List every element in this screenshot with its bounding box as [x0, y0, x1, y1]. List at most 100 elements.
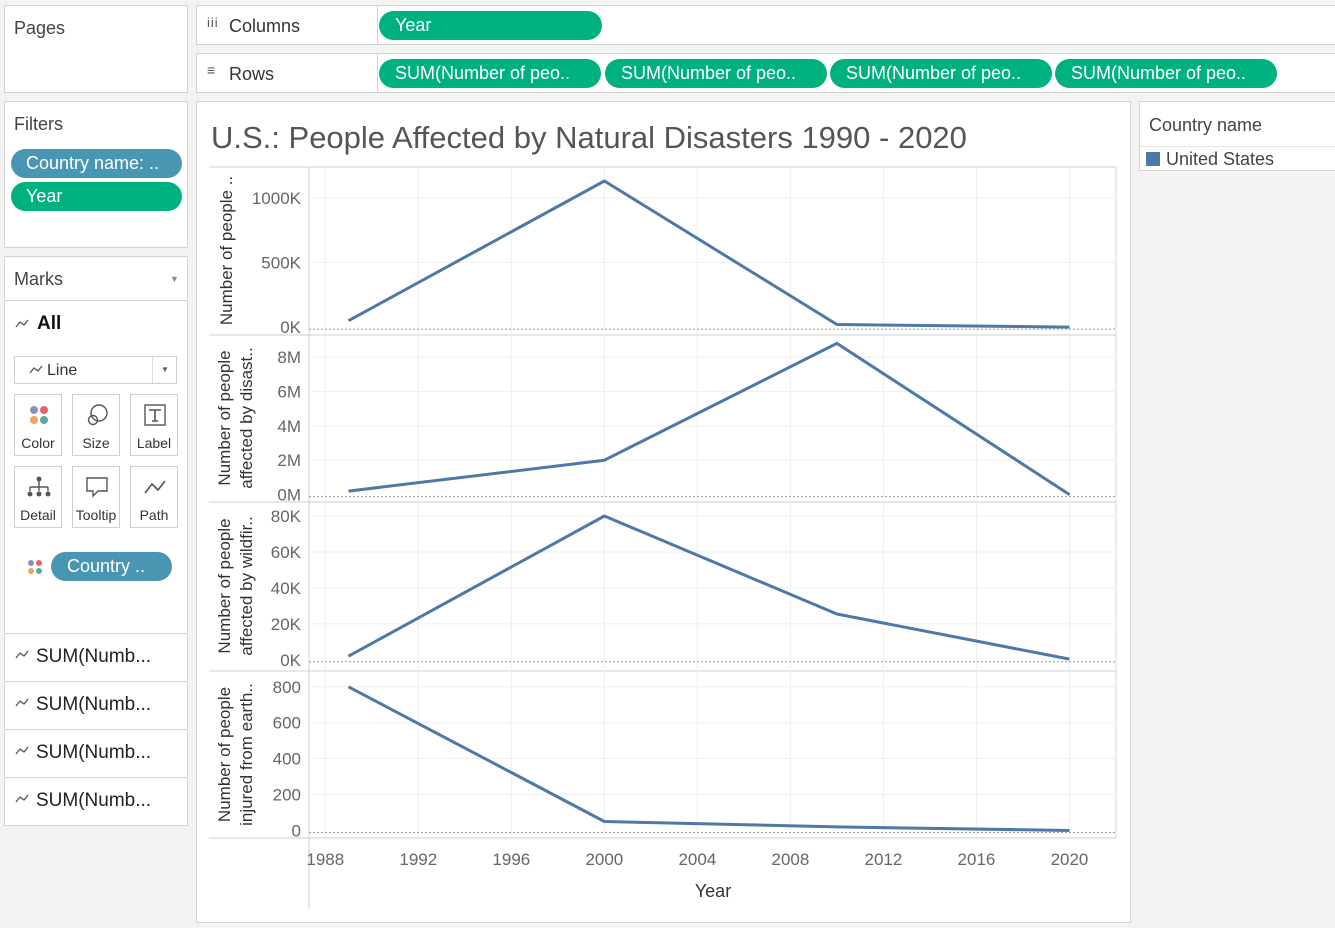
line-mark-icon [15, 319, 29, 328]
y-axis-title: Number of people [215, 518, 234, 653]
y-axis-title: affected by wildfir.. [237, 516, 256, 656]
columns-icon: iii [207, 15, 219, 30]
x-axis-title: Year [695, 881, 731, 901]
y-tick-label: 40K [271, 579, 302, 598]
detail-hierarchy-icon [27, 476, 51, 497]
y-tick-label: 80K [271, 507, 302, 526]
legend-title: Country name [1149, 115, 1263, 135]
legend-swatch [1146, 152, 1160, 166]
x-tick-label: 2008 [771, 850, 809, 869]
mark-type-dropdown[interactable]: Line ▼ [14, 356, 177, 384]
y-tick-label: 800 [273, 678, 301, 697]
y-axis-title: Number of people .. [217, 176, 236, 325]
size-button-label: Size [82, 435, 110, 451]
marks-panel: Marks ▼ All Line ▼ Color Size Label [4, 256, 188, 826]
color-encoding-icon [28, 560, 42, 574]
filter-pill-country-name[interactable]: Country name: .. [11, 149, 182, 178]
line-mark-icon [15, 650, 29, 659]
rows-label: Rows [229, 64, 275, 84]
marks-measure-row-3[interactable]: SUM(Numb... [5, 729, 187, 776]
pages-title: Pages [14, 18, 66, 38]
line-mark-icon [15, 746, 29, 755]
legend-panel: Country name United States [1139, 101, 1335, 171]
filters-title: Filters [14, 114, 63, 134]
y-tick-label: 2M [277, 451, 301, 470]
series-line-united-states [347, 685, 1070, 832]
tooltip-speech-bubble-icon [86, 477, 108, 498]
color-pill-country[interactable]: Country .. [51, 552, 172, 581]
rows-shelf[interactable]: ≡ Rows SUM(Number of peo.. SUM(Number of… [196, 53, 1335, 93]
y-tick-label: 0M [277, 486, 301, 505]
y-axis-title: affected by disast.. [237, 347, 256, 488]
y-axis-title: injured from earth.. [237, 683, 256, 826]
y-tick-label: 0K [280, 318, 301, 337]
rows-shelf-header: ≡ Rows [197, 54, 378, 92]
pages-panel: Pages [4, 5, 188, 93]
y-tick-label: 200 [273, 786, 301, 805]
size-icon [87, 404, 108, 426]
detail-button-label: Detail [20, 507, 56, 523]
measure-label: SUM(Numb... [36, 742, 152, 763]
y-tick-label: 0 [292, 822, 301, 841]
x-tick-label: 1988 [306, 850, 344, 869]
size-button[interactable]: Size [72, 394, 120, 456]
rows-pill-2[interactable]: SUM(Number of peo.. [605, 59, 827, 88]
columns-label: Columns [229, 16, 301, 36]
marks-menu-chevron-icon[interactable]: ▼ [170, 274, 179, 284]
rows-pill-3[interactable]: SUM(Number of peo.. [830, 59, 1052, 88]
columns-pill-year[interactable]: Year [379, 11, 602, 40]
label-t-icon [144, 404, 166, 426]
label-button-label: Label [136, 435, 172, 451]
line-chart: 1000K 500K 0K Number of people .. 8M 6M 4M 2M 0M… [209, 166, 1117, 909]
line-mark-icon [15, 698, 29, 707]
series-line-united-states [347, 179, 1070, 329]
y-tick-label: 6M [277, 383, 301, 402]
y-tick-label: 600 [273, 714, 301, 733]
x-tick-label: 2020 [1051, 850, 1089, 869]
line-mark-icon [15, 794, 29, 803]
path-button[interactable]: Path [130, 466, 178, 528]
chevron-down-icon: ▼ [161, 365, 169, 374]
tooltip-button-label: Tooltip [75, 507, 117, 523]
line-mark-icon [29, 365, 43, 374]
y-tick-label: 400 [273, 750, 301, 769]
filter-pill-year[interactable]: Year [11, 182, 182, 211]
y-tick-label: 4M [277, 417, 301, 436]
series-line-united-states [348, 341, 1071, 496]
color-icon [30, 406, 48, 424]
marks-all-row[interactable]: All [5, 300, 187, 348]
path-icon [144, 480, 166, 494]
x-tick-label: 2000 [585, 850, 623, 869]
y-tick-label: 8M [277, 348, 301, 367]
x-tick-label: 1996 [492, 850, 530, 869]
detail-button[interactable]: Detail [14, 466, 62, 528]
x-tick-label: 2012 [865, 850, 903, 869]
marks-all-label: All [37, 313, 62, 334]
y-tick-label: 0K [280, 651, 301, 670]
y-tick-label: 1000K [252, 189, 302, 208]
marks-measure-row-2[interactable]: SUM(Numb... [5, 681, 187, 728]
legend-item-label: United States [1166, 149, 1275, 169]
series-line-united-states [347, 514, 1070, 661]
mark-type-value: Line [47, 362, 78, 379]
legend-item-united-states[interactable]: United States [1140, 146, 1335, 171]
y-tick-label: 60K [271, 543, 302, 562]
measure-label: SUM(Numb... [36, 790, 152, 811]
rows-pill-4[interactable]: SUM(Number of peo.. [1055, 59, 1277, 88]
marks-title: Marks [14, 269, 63, 289]
y-tick-label: 20K [271, 615, 302, 634]
label-button[interactable]: Label [130, 394, 178, 456]
chart-view: U.S.: People Affected by Natural Disaste… [196, 101, 1131, 923]
y-tick-label: 500K [261, 253, 301, 272]
x-tick-label: 2004 [678, 850, 716, 869]
columns-shelf-header: iii Columns [197, 6, 378, 44]
color-button-label: Color [21, 435, 55, 451]
marks-measure-row-1[interactable]: SUM(Numb... [5, 633, 187, 680]
columns-shelf[interactable]: iii Columns Year [196, 5, 1335, 45]
rows-pill-1[interactable]: SUM(Number of peo.. [379, 59, 601, 88]
path-button-label: Path [139, 507, 169, 523]
tooltip-button[interactable]: Tooltip [72, 466, 120, 528]
marks-measure-row-4[interactable]: SUM(Numb... [5, 777, 187, 824]
color-button[interactable]: Color [14, 394, 62, 456]
rows-icon: ≡ [207, 62, 216, 78]
